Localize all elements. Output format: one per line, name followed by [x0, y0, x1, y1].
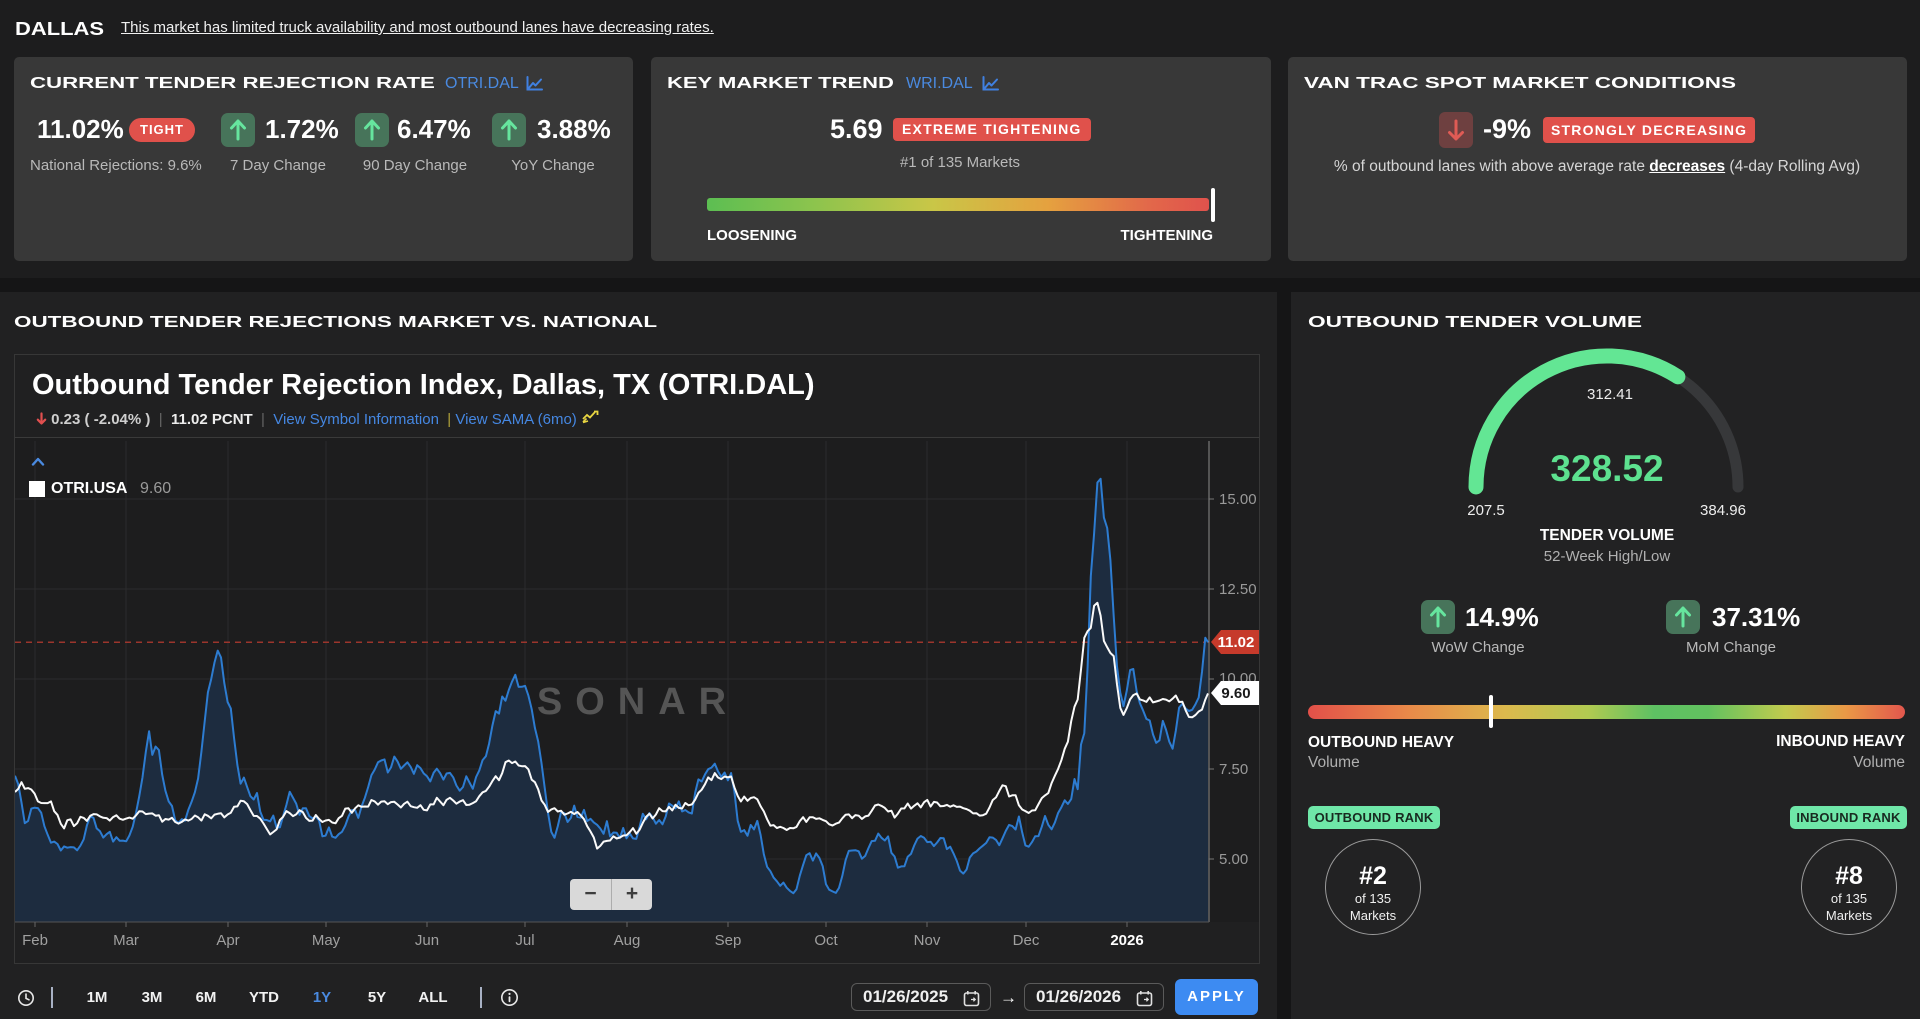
svg-text:May: May	[312, 932, 341, 949]
svg-text:7.50: 7.50	[1219, 761, 1248, 778]
svg-text:Mar: Mar	[113, 932, 139, 949]
svg-text:Feb: Feb	[22, 932, 48, 949]
svg-text:5.00: 5.00	[1219, 851, 1248, 868]
svg-text:11.02: 11.02	[1218, 634, 1255, 651]
svg-text:Oct: Oct	[814, 932, 838, 949]
svg-text:Apr: Apr	[216, 932, 239, 949]
svg-text:Jul: Jul	[515, 932, 534, 949]
svg-text:Nov: Nov	[914, 932, 941, 949]
svg-text:Jun: Jun	[415, 932, 439, 949]
svg-text:Sep: Sep	[715, 932, 742, 949]
svg-text:2026: 2026	[1110, 932, 1143, 949]
svg-text:12.50: 12.50	[1219, 581, 1257, 598]
svg-text:Aug: Aug	[614, 932, 641, 949]
svg-text:9.60: 9.60	[1221, 685, 1250, 702]
svg-text:15.00: 15.00	[1219, 491, 1257, 508]
svg-text:SONAR: SONAR	[537, 681, 739, 723]
svg-text:Dec: Dec	[1013, 932, 1040, 949]
